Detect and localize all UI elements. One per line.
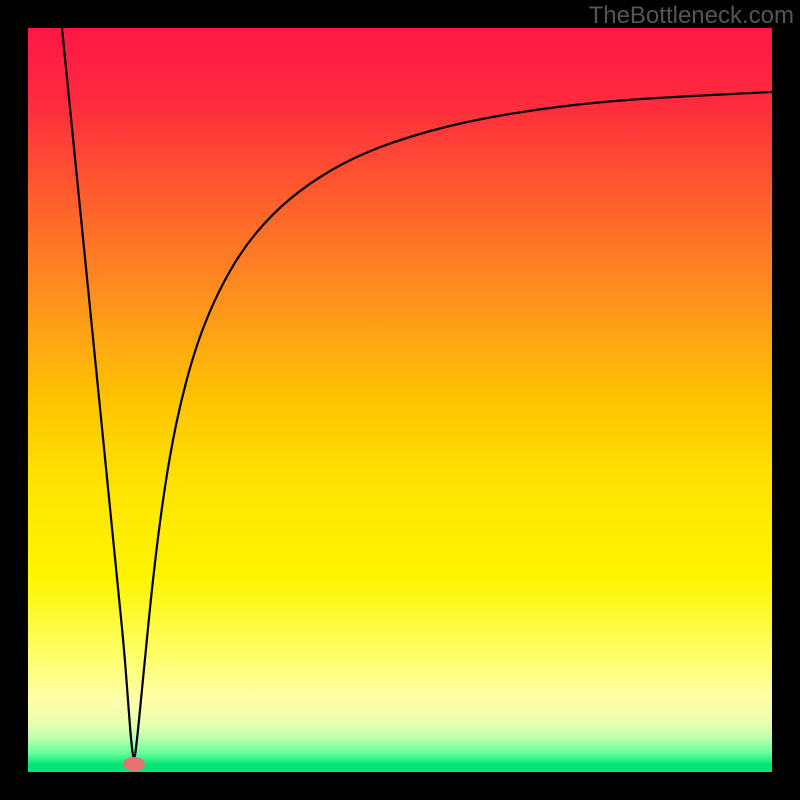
chart-container: TheBottleneck.com — [0, 0, 800, 800]
plot-area — [28, 28, 772, 772]
optimal-point-marker — [123, 757, 145, 771]
bottleneck-curve — [28, 28, 772, 772]
watermark-text: TheBottleneck.com — [589, 2, 794, 30]
